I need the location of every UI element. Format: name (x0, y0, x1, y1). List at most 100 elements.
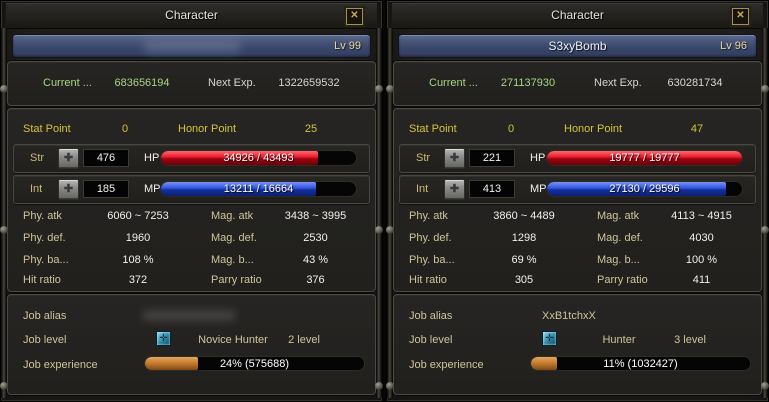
rivet-icon (0, 382, 8, 390)
job-exp-bar: 11% (1032427) (530, 356, 751, 371)
hit-ratio-value: 305 (514, 274, 534, 286)
str-plus-button[interactable]: ✚ (58, 148, 79, 169)
mp-bar-text: 13211 / 16664 (223, 183, 294, 195)
hp-label: HP (530, 152, 546, 164)
int-plus-button[interactable]: ✚ (444, 179, 465, 200)
stat-point-value: 0 (507, 123, 515, 135)
job-panel: Job alias Job level ✛ Novice Hunter 2 le… (7, 294, 376, 395)
phy-balance-label: Phy. ba... (23, 254, 69, 266)
window-titlebar[interactable]: Character ✕ (6, 3, 377, 29)
mag-atk-value: 4113 ~ 4915 (671, 210, 732, 222)
close-icon[interactable]: ✕ (346, 8, 363, 25)
mag-def-value: 4030 (689, 232, 714, 244)
censored-alias-blur (143, 310, 235, 321)
str-label: Str (416, 152, 431, 164)
mag-def-label: Mag. def. (211, 232, 257, 244)
int-value: 413 (469, 180, 515, 198)
job-exp-label: Job experience (23, 359, 98, 371)
stat-row-balance: Phy. ba... 108 % Mag. b... 43 % (8, 253, 375, 268)
stat-point-label: Stat Point (23, 123, 71, 135)
next-exp-label: Next Exp. (208, 77, 256, 89)
phy-balance-value: 108 % (122, 254, 154, 266)
job-level-label: Job level (23, 334, 67, 346)
mag-balance-label: Mag. b... (211, 254, 254, 266)
current-exp-value: 271137930 (500, 77, 556, 89)
job-class-icon: ✛ (156, 331, 171, 346)
mag-atk-label: Mag. atk (597, 210, 640, 222)
censored-name-blur (143, 40, 240, 52)
rivet-icon (0, 226, 8, 234)
frame-rail-left (386, 28, 394, 398)
honor-point-value: 47 (690, 123, 704, 135)
mp-bar: 27130 / 29596 (546, 181, 743, 197)
mp-bar-fill (161, 182, 316, 196)
character-name-bar: S3xyBomb Lv 96 (398, 34, 757, 58)
job-exp-bar-fill (531, 357, 558, 370)
str-value: 476 (83, 149, 129, 167)
current-exp-value: 683656194 (114, 77, 170, 89)
mp-bar: 13211 / 16664 (160, 181, 357, 197)
character-window-2: Character ✕ S3xyBomb Lv 96 Current ... 2… (386, 0, 769, 402)
rivet-icon (0, 85, 8, 93)
rivet-icon (761, 382, 769, 390)
mag-def-label: Mag. def. (597, 232, 643, 244)
experience-panel: Current ... 271137930 Next Exp. 63028173… (393, 61, 762, 106)
rivet-icon (375, 226, 383, 234)
stat-row-balance: Phy. ba... 69 % Mag. b... 100 % (394, 253, 761, 268)
str-label: Str (30, 152, 45, 164)
job-alias-value: XxB1tchxX (542, 310, 596, 322)
mag-balance-value: 100 % (685, 254, 718, 266)
window-titlebar[interactable]: Character ✕ (392, 3, 763, 29)
stat-row-def: Phy. def. 1960 Mag. def. 2530 (8, 231, 375, 246)
job-exp-label: Job experience (409, 359, 484, 371)
stat-row-def: Phy. def. 1298 Mag. def. 4030 (394, 231, 761, 246)
frame-rail-right (761, 28, 769, 398)
honor-point-value: 25 (304, 123, 318, 135)
rivet-icon (386, 226, 394, 234)
job-alias-label: Job alias (23, 310, 67, 322)
honor-point-label: Honor Point (564, 123, 623, 135)
job-name: Hunter (602, 334, 636, 346)
parry-ratio-value: 376 (306, 274, 325, 286)
job-class-icon: ✛ (542, 331, 557, 346)
rivet-icon (761, 85, 769, 93)
window-title: Character (165, 8, 218, 22)
current-exp-label: Current ... (429, 77, 478, 89)
str-value: 221 (469, 149, 515, 167)
hp-bar: 34926 / 43493 (160, 150, 357, 166)
honor-point-label: Honor Point (178, 123, 237, 135)
mp-bar-text: 27130 / 29596 (609, 183, 680, 195)
int-mp-row: Int ✚ 413 MP 27130 / 29596 (399, 175, 756, 204)
str-plus-button[interactable]: ✚ (444, 148, 465, 169)
current-exp-label: Current ... (43, 77, 92, 89)
job-level-value: 2 level (288, 334, 320, 346)
next-exp-label: Next Exp. (594, 77, 642, 89)
parry-ratio-value: 411 (692, 274, 711, 286)
window-title: Character (551, 8, 604, 22)
experience-panel: Current ... 683656194 Next Exp. 13226595… (7, 61, 376, 106)
character-name: S3xyBomb (548, 39, 607, 53)
hp-bar: 19777 / 19777 (546, 150, 743, 166)
job-exp-bar: 24% (575688) (144, 356, 365, 371)
stat-row-ratio: Hit ratio 372 Parry ratio 376 (8, 273, 375, 288)
phy-balance-label: Phy. ba... (409, 254, 455, 266)
phy-atk-value: 3860 ~ 4489 (493, 210, 555, 222)
parry-ratio-label: Parry ratio (211, 274, 262, 286)
job-name: Novice Hunter (198, 334, 268, 346)
job-exp-bar-text: 24% (575688) (219, 358, 290, 370)
mag-atk-label: Mag. atk (211, 210, 254, 222)
stat-row-atk: Phy. atk 3860 ~ 4489 Mag. atk 4113 ~ 491… (394, 209, 761, 224)
frame-rail-left (0, 28, 8, 398)
str-hp-row: Str ✚ 476 HP 34926 / 43493 (13, 144, 370, 173)
close-icon[interactable]: ✕ (732, 8, 749, 25)
hp-bar-text: 19777 / 19777 (609, 152, 680, 164)
int-plus-button[interactable]: ✚ (58, 179, 79, 200)
hp-bar-fill (547, 151, 742, 165)
job-panel: Job alias XxB1tchxX Job level ✛ Hunter 3… (393, 294, 762, 395)
hit-ratio-value: 372 (128, 274, 148, 286)
level-badge: Lv 99 (334, 40, 361, 52)
int-label: Int (416, 183, 429, 195)
mp-label: MP (530, 183, 547, 195)
phy-balance-value: 69 % (511, 254, 537, 266)
mp-label: MP (144, 183, 161, 195)
